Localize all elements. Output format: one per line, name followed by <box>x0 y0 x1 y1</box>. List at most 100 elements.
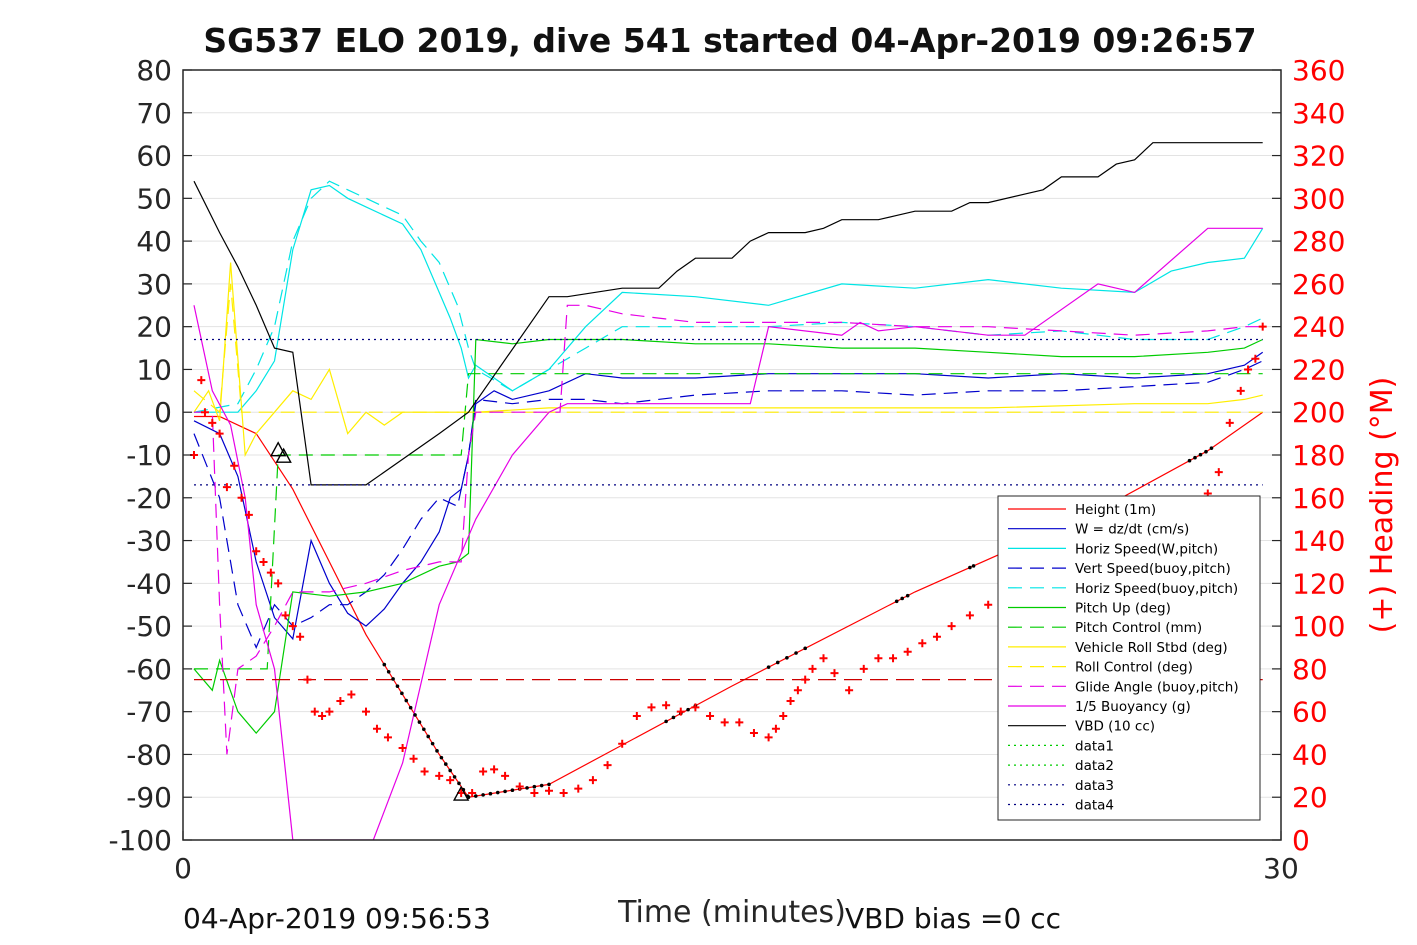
y-tick-label-left: 0 <box>154 396 172 429</box>
vertex-marker <box>452 785 470 801</box>
heading-marker <box>479 767 488 776</box>
height-sample-dot <box>539 783 544 788</box>
height-sample-dot <box>426 734 431 739</box>
height-sample-dot <box>386 669 391 674</box>
y-tick-label-right: 120 <box>1292 567 1345 600</box>
height-sample-dot <box>794 651 798 655</box>
y-tick-label-right: 360 <box>1292 54 1345 87</box>
height-sample-dot <box>894 599 899 604</box>
heading-marker <box>874 654 883 663</box>
height-sample-dot <box>968 565 972 570</box>
series-line <box>193 227 1263 840</box>
heading-marker <box>362 707 370 716</box>
legend-entry: data1 <box>1075 738 1114 754</box>
y-tick-label-left: -80 <box>126 738 172 771</box>
heading-marker <box>325 707 334 716</box>
heading-marker <box>303 675 312 684</box>
height-sample-dot <box>474 794 478 798</box>
height-sample-dot <box>400 691 404 696</box>
height-sample-dot <box>495 790 500 795</box>
heading-marker <box>691 703 700 712</box>
y-tick-label-left: -30 <box>126 525 172 558</box>
heading-marker <box>662 701 671 710</box>
heading-marker <box>530 788 539 797</box>
series-line <box>193 283 1263 414</box>
height-sample-dot <box>532 784 537 789</box>
heading-marker <box>545 786 553 795</box>
heading-marker <box>252 547 261 556</box>
x-tick-label: 30 <box>1263 852 1299 885</box>
legend-entry: data2 <box>1075 758 1114 774</box>
heading-marker <box>409 754 418 763</box>
heading-marker <box>786 696 795 705</box>
heading-marker <box>1251 354 1260 363</box>
heading-marker <box>383 733 392 742</box>
height-sample-dot <box>435 749 439 753</box>
legend-entry: data3 <box>1075 778 1114 794</box>
heading-marker <box>1258 322 1267 331</box>
heading-marker <box>288 622 297 631</box>
legend-entry: Glide Angle (buoy,pitch) <box>1075 679 1239 695</box>
legend-entry: Roll Control (deg) <box>1075 660 1193 676</box>
y-tick-label-left: 20 <box>136 311 172 344</box>
height-sample-dot <box>391 677 395 681</box>
height-sample-dot <box>1187 458 1192 463</box>
heading-marker <box>1244 365 1253 374</box>
height-sample-dot <box>1209 446 1214 450</box>
legend-entry: Horiz Speed(buoy,pitch) <box>1075 581 1238 597</box>
y-tick-label-left: 70 <box>136 97 172 130</box>
legend: Height (1m) W = dz/dt (cm/s) Horiz Speed(W… <box>997 495 1261 821</box>
height-sample-dot <box>766 665 771 669</box>
series-line <box>193 142 1263 486</box>
height-sample-dot <box>439 755 444 760</box>
heading-marker <box>398 744 407 753</box>
y-tick-label-right: 20 <box>1292 781 1328 814</box>
height-sample-dot <box>452 775 457 779</box>
y-tick-label-right: 0 <box>1292 824 1310 857</box>
heading-marker <box>749 729 758 738</box>
heading-marker <box>889 654 898 663</box>
legend-entry: W = dz/dt (cm/s) <box>1075 522 1189 538</box>
heading-marker <box>574 784 583 793</box>
heading-marker <box>771 724 780 733</box>
heading-marker <box>779 711 788 720</box>
heading-marker <box>208 418 217 427</box>
height-sample-dot <box>488 791 493 796</box>
vertex-marker <box>269 441 287 457</box>
height-sample-dot <box>448 768 452 773</box>
heading-marker <box>984 600 993 609</box>
heading-marker <box>296 632 305 641</box>
y-tick-label-right: 280 <box>1292 225 1345 258</box>
height-sample-dot <box>671 715 676 720</box>
heading-marker <box>237 493 246 502</box>
series-line <box>193 262 1263 458</box>
chart-title: SG537 ELO 2019, dive 541 started 04-Apr-… <box>203 21 1256 60</box>
heading-marker <box>845 686 854 695</box>
y-tick-label-right: 180 <box>1292 439 1345 472</box>
y-tick-label-left: 80 <box>136 54 172 87</box>
y-tick-label-right: 60 <box>1292 696 1328 729</box>
y-tick-label-left: -100 <box>108 824 172 857</box>
heading-marker <box>1214 468 1223 477</box>
y-tick-label-left: -60 <box>126 653 172 686</box>
legend-entry: Vert Speed(buoy,pitch) <box>1075 561 1231 577</box>
height-sample-dot <box>395 684 400 688</box>
y-tick-label-left: 50 <box>136 182 172 215</box>
heading-marker <box>501 771 510 780</box>
heading-marker <box>1225 418 1234 427</box>
footer-vbd-bias: VBD bias =0 cc <box>845 902 1061 935</box>
heading-marker <box>932 632 941 641</box>
height-sample-dot <box>404 698 409 703</box>
legend-entry: data4 <box>1075 798 1114 814</box>
heading-marker <box>676 707 685 716</box>
heading-marker <box>281 611 290 620</box>
height-sample-dot <box>510 788 515 793</box>
heading-marker <box>372 724 381 733</box>
legend-entry: Height (1m) <box>1075 502 1156 518</box>
legend-entry: Pitch Up (deg) <box>1075 601 1171 617</box>
height-sample-dot <box>1204 449 1208 454</box>
heading-marker <box>420 767 429 776</box>
heading-marker <box>446 776 455 785</box>
height-sample-dot <box>417 720 422 724</box>
y-tick-label-left: -10 <box>126 439 172 472</box>
